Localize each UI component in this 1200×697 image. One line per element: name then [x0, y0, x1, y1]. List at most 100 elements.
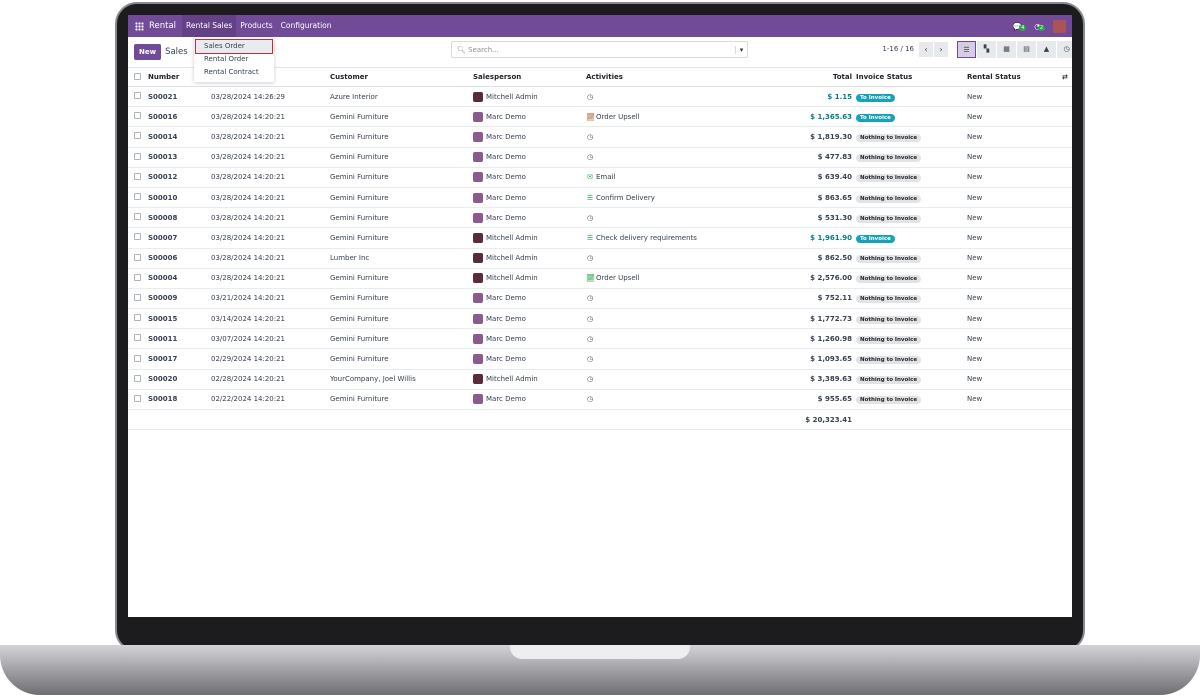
order-number: S00011 [148, 328, 211, 350]
clock-icon[interactable]: ◷ [586, 334, 594, 343]
col-customer[interactable]: Customer [330, 67, 473, 87]
order-date: 03/28/2024 14:20:21 [211, 248, 330, 269]
table-row[interactable]: S00017 02/29/2024 14:20:21 Gemini Furnit… [128, 348, 1072, 370]
activity[interactable]: ☰ Confirm Delivery [586, 187, 730, 209]
activities-icon[interactable]: ◔2 [1034, 22, 1045, 31]
row-checkbox[interactable] [134, 132, 141, 140]
activity[interactable]: ◷ [586, 207, 730, 229]
clock-icon[interactable]: ◷ [586, 92, 594, 101]
search-options-toggle[interactable]: ▾ [735, 45, 747, 54]
row-checkbox[interactable] [134, 112, 141, 120]
activity[interactable]: 📈︎Order Upsell [586, 106, 730, 128]
clock-icon[interactable]: ◷ [586, 355, 594, 364]
table-row[interactable]: S00011 03/07/2024 14:20:21 Gemini Furnit… [128, 328, 1072, 350]
activity[interactable]: ◷ [586, 288, 730, 310]
row-checkbox[interactable] [134, 152, 141, 160]
upsell-icon[interactable]: 📈︎ [586, 112, 595, 121]
clock-icon[interactable]: ◷ [586, 375, 594, 384]
clock-icon[interactable]: ◷ [586, 254, 594, 263]
menu-products[interactable]: Products [240, 21, 273, 30]
todo-icon[interactable]: ☰ [586, 193, 594, 202]
table-row[interactable]: S00006 03/28/2024 14:20:21 Lumber Inc Mi… [128, 248, 1072, 269]
activity[interactable]: ☰ Check delivery requirements [586, 227, 730, 249]
pivot-view-icon[interactable]: ▤ [1017, 41, 1036, 58]
table-row[interactable]: S00020 02/28/2024 14:20:21 YourCompany, … [128, 369, 1072, 390]
order-total: $ 1,772.73 [730, 308, 856, 330]
table-row[interactable]: S00008 03/28/2024 14:20:21 Gemini Furnit… [128, 207, 1072, 229]
clock-icon[interactable]: ◷ [586, 395, 594, 404]
app-brand[interactable]: Rental [149, 21, 177, 31]
col-invoice-status[interactable]: Invoice Status [856, 67, 967, 87]
activity[interactable]: ◷ [586, 389, 730, 411]
new-button[interactable]: New [134, 44, 162, 60]
row-checkbox[interactable] [134, 233, 141, 241]
row-checkbox[interactable] [134, 293, 141, 301]
pager-value[interactable]: 1-16 / 16 [882, 45, 914, 53]
dropdown-item-sales-order[interactable]: Sales Order [195, 39, 273, 54]
row-checkbox[interactable] [134, 193, 141, 201]
clock-icon[interactable]: ◷ [586, 213, 594, 222]
table-row[interactable]: S00015 03/14/2024 14:20:21 Gemini Furnit… [128, 308, 1072, 330]
activity[interactable]: ◷ [586, 248, 730, 269]
row-checkbox[interactable] [134, 213, 141, 221]
activity[interactable]: ◷ [586, 86, 730, 108]
messages-icon[interactable]: 💬4 [1012, 21, 1027, 31]
clock-icon[interactable]: ◷ [586, 294, 594, 303]
col-salesperson[interactable]: Salesperson [473, 67, 586, 87]
table-row[interactable]: S00009 03/21/2024 14:20:21 Gemini Furnit… [128, 288, 1072, 310]
activity[interactable]: ◷ [586, 308, 730, 330]
clock-icon[interactable]: ◷ [586, 153, 594, 162]
row-checkbox[interactable] [134, 394, 141, 402]
table-row[interactable]: S00018 02/22/2024 14:20:21 Gemini Furnit… [128, 389, 1072, 411]
col-total[interactable]: Total [730, 67, 856, 87]
activity[interactable]: ◷ [586, 147, 730, 168]
pager-next-button[interactable]: › [934, 42, 948, 57]
table-row[interactable]: S00014 03/28/2024 14:20:21 Gemini Furnit… [128, 126, 1072, 148]
clock-icon[interactable]: ◷ [586, 132, 594, 141]
row-checkbox[interactable] [134, 314, 141, 322]
table-row[interactable]: S00004 03/28/2024 14:20:21 Gemini Furnit… [128, 268, 1072, 289]
activity[interactable]: ✉ Email [586, 167, 730, 188]
graph-view-icon[interactable]: ▲ [1037, 41, 1056, 58]
activity[interactable]: ◷ [586, 126, 730, 148]
activity[interactable]: ◷ [586, 369, 730, 390]
table-row[interactable]: S00021 03/28/2024 14:26:29 Azure Interio… [128, 86, 1072, 108]
table-row[interactable]: S00013 03/28/2024 14:20:21 Gemini Furnit… [128, 147, 1072, 168]
activity[interactable]: ◷ [586, 348, 730, 370]
row-checkbox[interactable] [134, 334, 141, 342]
pager-prev-button[interactable]: ‹ [919, 42, 933, 57]
todo-icon[interactable]: ☰ [586, 233, 594, 242]
upsell-icon-green[interactable]: 📈︎ [586, 274, 595, 283]
col-rental-status[interactable]: Rental Status [967, 67, 1062, 87]
row-checkbox[interactable] [134, 374, 141, 382]
activity[interactable]: ◷ [586, 328, 730, 350]
row-checkbox[interactable] [134, 253, 141, 261]
table-row[interactable]: S00007 03/28/2024 14:20:21 Gemini Furnit… [128, 227, 1072, 249]
activity-view-icon[interactable]: ◷ [1057, 41, 1072, 58]
row-checkbox[interactable] [134, 92, 141, 100]
list-view-icon[interactable]: ☰ [957, 41, 976, 58]
table-row[interactable]: S00010 03/28/2024 14:20:21 Gemini Furnit… [128, 187, 1072, 209]
kanban-view-icon[interactable]: ▚ [977, 41, 996, 58]
col-activities[interactable]: Activities [586, 67, 730, 87]
dropdown-item-rental-contract[interactable]: Rental Contract [204, 68, 259, 76]
email-icon[interactable]: ✉ [587, 173, 593, 182]
salesperson-avatar [473, 152, 483, 163]
menu-rental-sales[interactable]: Rental Sales [182, 15, 237, 37]
optional-columns-icon[interactable]: ⇄ [1062, 67, 1072, 87]
select-all-checkbox[interactable] [134, 72, 141, 80]
table-row[interactable]: S00012 03/28/2024 14:20:21 Gemini Furnit… [128, 167, 1072, 188]
calendar-view-icon[interactable]: ▦ [997, 41, 1016, 58]
order-date: 03/28/2024 14:20:21 [211, 207, 330, 229]
dropdown-item-rental-order[interactable]: Rental Order [204, 55, 249, 63]
row-checkbox[interactable] [134, 354, 141, 362]
search-input[interactable]: 🔍︎ Search... ▾ [451, 41, 748, 58]
table-row[interactable]: S00016 03/28/2024 14:20:21 Gemini Furnit… [128, 106, 1072, 128]
clock-icon[interactable]: ◷ [586, 314, 594, 323]
user-avatar[interactable] [1053, 19, 1066, 33]
apps-grid-icon[interactable] [135, 21, 144, 31]
menu-configuration[interactable]: Configuration [280, 21, 332, 30]
activity[interactable]: 📈︎Order Upsell [586, 268, 730, 289]
row-checkbox[interactable] [134, 273, 141, 281]
row-checkbox[interactable] [134, 172, 141, 180]
